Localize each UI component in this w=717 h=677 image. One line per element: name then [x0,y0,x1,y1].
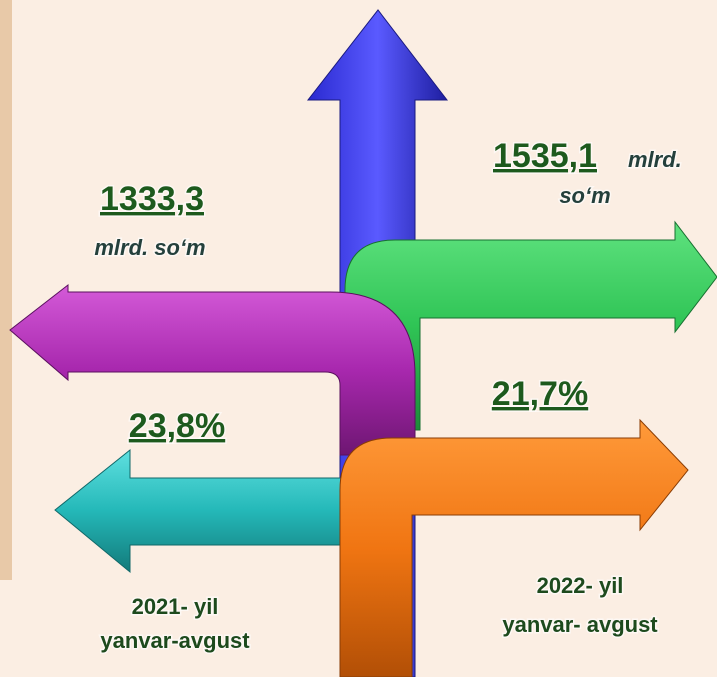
side-strip [0,0,12,580]
left-year: 2021- yil [132,594,219,619]
right-year: 2022- yil [537,573,624,598]
orange-arrow [340,420,688,677]
left-unit: mlrd. so‘m [94,235,205,260]
left-months: yanvar-avgust [100,628,250,653]
left-growth: 23,8% [129,407,225,445]
right-unit-2: so‘m [559,183,610,208]
right-growth: 21,7% [492,375,588,413]
infographic: 1333,3 mlrd. so‘m 1535,1 mlrd. so‘m 23,8… [0,0,717,677]
right-unit-1: mlrd. [628,147,682,172]
right-amount: 1535,1 [493,137,597,175]
page: 1333,3 mlrd. so‘m 1535,1 mlrd. so‘m 23,8… [0,0,717,677]
right-months: yanvar- avgust [502,612,658,637]
teal-arrow [55,450,345,572]
left-amount: 1333,3 [100,180,204,218]
